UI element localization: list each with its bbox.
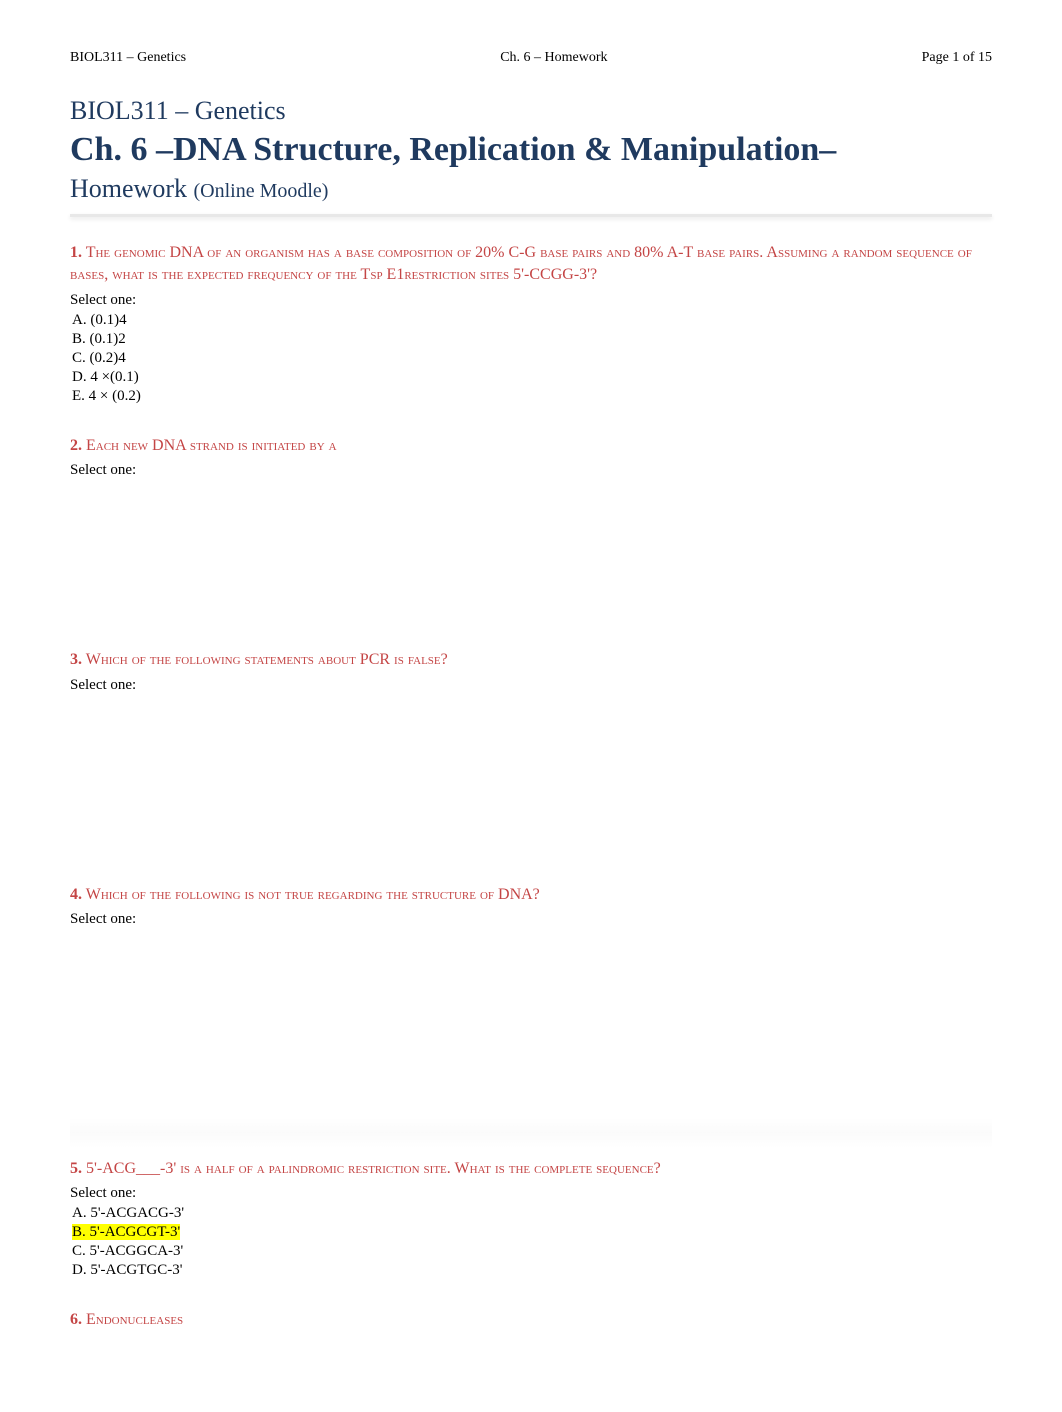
question-body: Endonucleases	[82, 1311, 183, 1328]
option: A. (0.1)4	[70, 312, 992, 329]
header-center: Ch. 6 – Homework	[500, 50, 607, 66]
title-block: BIOL311 – Genetics Ch. 6 –DNA Structure,…	[70, 96, 992, 204]
highlighted-option: B. 5'-ACGCGT-3'	[72, 1224, 180, 1240]
select-one-label: Select one:	[70, 677, 992, 694]
question-body: Which of the following is not true regar…	[82, 886, 540, 903]
option: B. (0.1)2	[70, 331, 992, 348]
page-header: BIOL311 – Genetics Ch. 6 – Homework Page…	[70, 50, 992, 66]
option: D. 5'-ACGTGC-3'	[70, 1262, 992, 1279]
subtitle-main: Homework	[70, 174, 193, 203]
content-fade	[70, 1118, 992, 1148]
option: B. 5'-ACGCGT-3'	[70, 1224, 992, 1241]
question-number: 4.	[70, 886, 82, 903]
question-number: 2.	[70, 437, 82, 454]
select-one-label: Select one:	[70, 1185, 992, 1202]
spacer	[70, 724, 992, 884]
question-body: Which of the following statements about …	[82, 651, 448, 668]
question-4: 4. Which of the following is not true re…	[70, 884, 992, 928]
option: C. (0.2)4	[70, 350, 992, 367]
select-one-label: Select one:	[70, 292, 992, 309]
homework-subtitle: Homework (Online Moodle)	[70, 174, 992, 204]
header-left: BIOL311 – Genetics	[70, 50, 186, 66]
option: E. 4 × (0.2)	[70, 388, 992, 405]
option: D. 4 ×(0.1)	[70, 369, 992, 386]
question-text: 1. The genomic DNA of an organism has a …	[70, 242, 992, 287]
question-6: 6. Endonucleases	[70, 1309, 992, 1331]
spacer	[70, 509, 992, 649]
question-text: 2. Each new DNA strand is initiated by a	[70, 435, 992, 457]
question-text: 5. 5'-ACG___-3' is a half of a palindrom…	[70, 1158, 992, 1180]
question-text: 4. Which of the following is not true re…	[70, 884, 992, 906]
question-number: 5.	[70, 1160, 82, 1177]
question-body: Each new DNA strand is initiated by a	[82, 437, 337, 454]
question-3: 3. Which of the following statements abo…	[70, 649, 992, 693]
select-one-label: Select one:	[70, 462, 992, 479]
question-text: 3. Which of the following statements abo…	[70, 649, 992, 671]
question-5: 5. 5'-ACG___-3' is a half of a palindrom…	[70, 1158, 992, 1279]
question-body: 5'-ACG___-3' is a half of a palindromic …	[82, 1160, 661, 1177]
question-text: 6. Endonucleases	[70, 1309, 992, 1331]
select-one-label: Select one:	[70, 911, 992, 928]
course-title: BIOL311 – Genetics	[70, 96, 992, 126]
header-right: Page 1 of 15	[922, 50, 992, 66]
chapter-title: Ch. 6 –DNA Structure, Replication & Mani…	[70, 131, 992, 169]
option: C. 5'-ACGGCA-3'	[70, 1243, 992, 1260]
question-1: 1. The genomic DNA of an organism has a …	[70, 242, 992, 405]
subtitle-paren: (Online Moodle)	[193, 180, 328, 202]
question-body: The genomic DNA of an organism has a bas…	[70, 244, 972, 283]
title-divider	[70, 214, 992, 217]
question-number: 1.	[70, 244, 82, 261]
question-number: 3.	[70, 651, 82, 668]
questions-container: 1. The genomic DNA of an organism has a …	[70, 242, 992, 1332]
question-number: 6.	[70, 1311, 82, 1328]
question-2: 2. Each new DNA strand is initiated by a…	[70, 435, 992, 479]
spacer	[70, 958, 992, 1118]
option: A. 5'-ACGACG-3'	[70, 1205, 992, 1222]
